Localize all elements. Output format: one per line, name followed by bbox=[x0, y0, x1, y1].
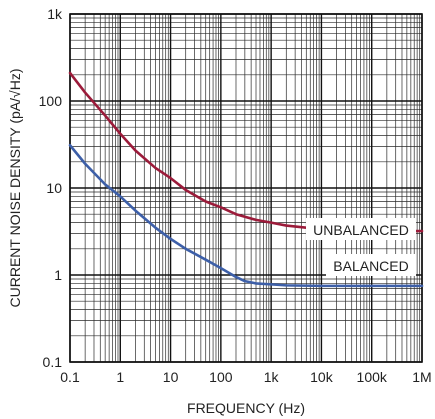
x-axis-title: FREQUENCY (Hz) bbox=[187, 400, 305, 416]
plot-frame bbox=[69, 13, 423, 363]
x-tick-label: 1 bbox=[116, 369, 124, 385]
x-tick-label: 100 bbox=[209, 369, 233, 385]
y-tick-label: 1 bbox=[54, 267, 62, 283]
x-tick-labels: 0.1 1 10 100 1k 10k 100k 1M bbox=[60, 369, 431, 385]
y-tick-labels: 0.1 1 10 100 1k bbox=[39, 6, 63, 370]
x-tick-label: 100k bbox=[357, 369, 388, 385]
y-tick-label: 0.1 bbox=[43, 354, 63, 370]
x-tick-label: 1M bbox=[412, 369, 431, 385]
series-label-background bbox=[306, 218, 416, 240]
x-tick-label: 10 bbox=[163, 369, 179, 385]
y-axis-title: CURRENT NOISE DENSITY (pA/√Hz) bbox=[7, 69, 23, 308]
series-label-balanced: BALANCED bbox=[333, 258, 408, 274]
series-label-background bbox=[326, 254, 416, 276]
x-tick-label: 1k bbox=[264, 369, 280, 385]
y-tick-label: 100 bbox=[39, 93, 63, 109]
series-line-balanced bbox=[68, 143, 424, 288]
x-tick-label: 0.1 bbox=[60, 369, 80, 385]
series-label-unbalanced: UNBALANCED bbox=[313, 222, 409, 238]
series-labels: UNBALANCED BALANCED bbox=[306, 218, 416, 276]
y-tick-label: 1k bbox=[47, 6, 63, 22]
x-tick-label: 10k bbox=[310, 369, 334, 385]
y-tick-label: 10 bbox=[46, 180, 62, 196]
